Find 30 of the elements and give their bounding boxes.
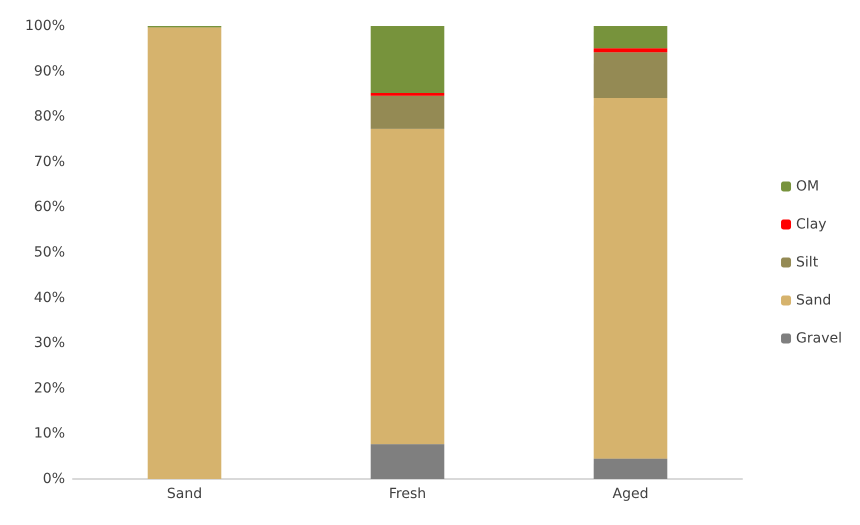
bar: [370, 128, 444, 444]
legend-label: OM: [796, 178, 820, 194]
y-tick-label: 20%: [34, 380, 65, 396]
x-tick-label: Sand: [166, 486, 202, 502]
bar: [594, 98, 668, 459]
y-tick-label: 100%: [24, 18, 65, 34]
y-tick-label: 0%: [42, 471, 65, 487]
bar: [370, 26, 444, 94]
bar: [594, 458, 668, 479]
bar: [370, 93, 444, 96]
y-tick-label: 70%: [34, 154, 65, 170]
legend-label: Silt: [796, 254, 819, 270]
y-tick-label: 50%: [34, 244, 65, 260]
y-tick-label: 10%: [34, 426, 65, 442]
y-tick-label: 60%: [34, 199, 65, 216]
bar: [594, 48, 668, 52]
y-tick-label: 90%: [34, 63, 65, 80]
y-tick-label: 80%: [34, 108, 65, 125]
legend-label: Clay: [796, 216, 827, 232]
legend-label: Gravel: [796, 330, 842, 346]
x-tick-label: Fresh: [388, 486, 426, 502]
bar: [370, 444, 444, 479]
bar: [594, 26, 668, 48]
bar: [148, 27, 222, 479]
bar: [370, 96, 444, 129]
x-tick-label: Aged: [612, 486, 648, 502]
legend-label: Sand: [796, 292, 832, 308]
bar: [594, 52, 668, 98]
y-tick-label: 40%: [34, 290, 65, 306]
y-tick-label: 30%: [34, 335, 65, 352]
